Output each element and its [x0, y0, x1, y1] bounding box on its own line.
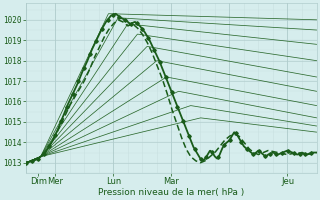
X-axis label: Pression niveau de la mer( hPa ): Pression niveau de la mer( hPa ) — [98, 188, 244, 197]
